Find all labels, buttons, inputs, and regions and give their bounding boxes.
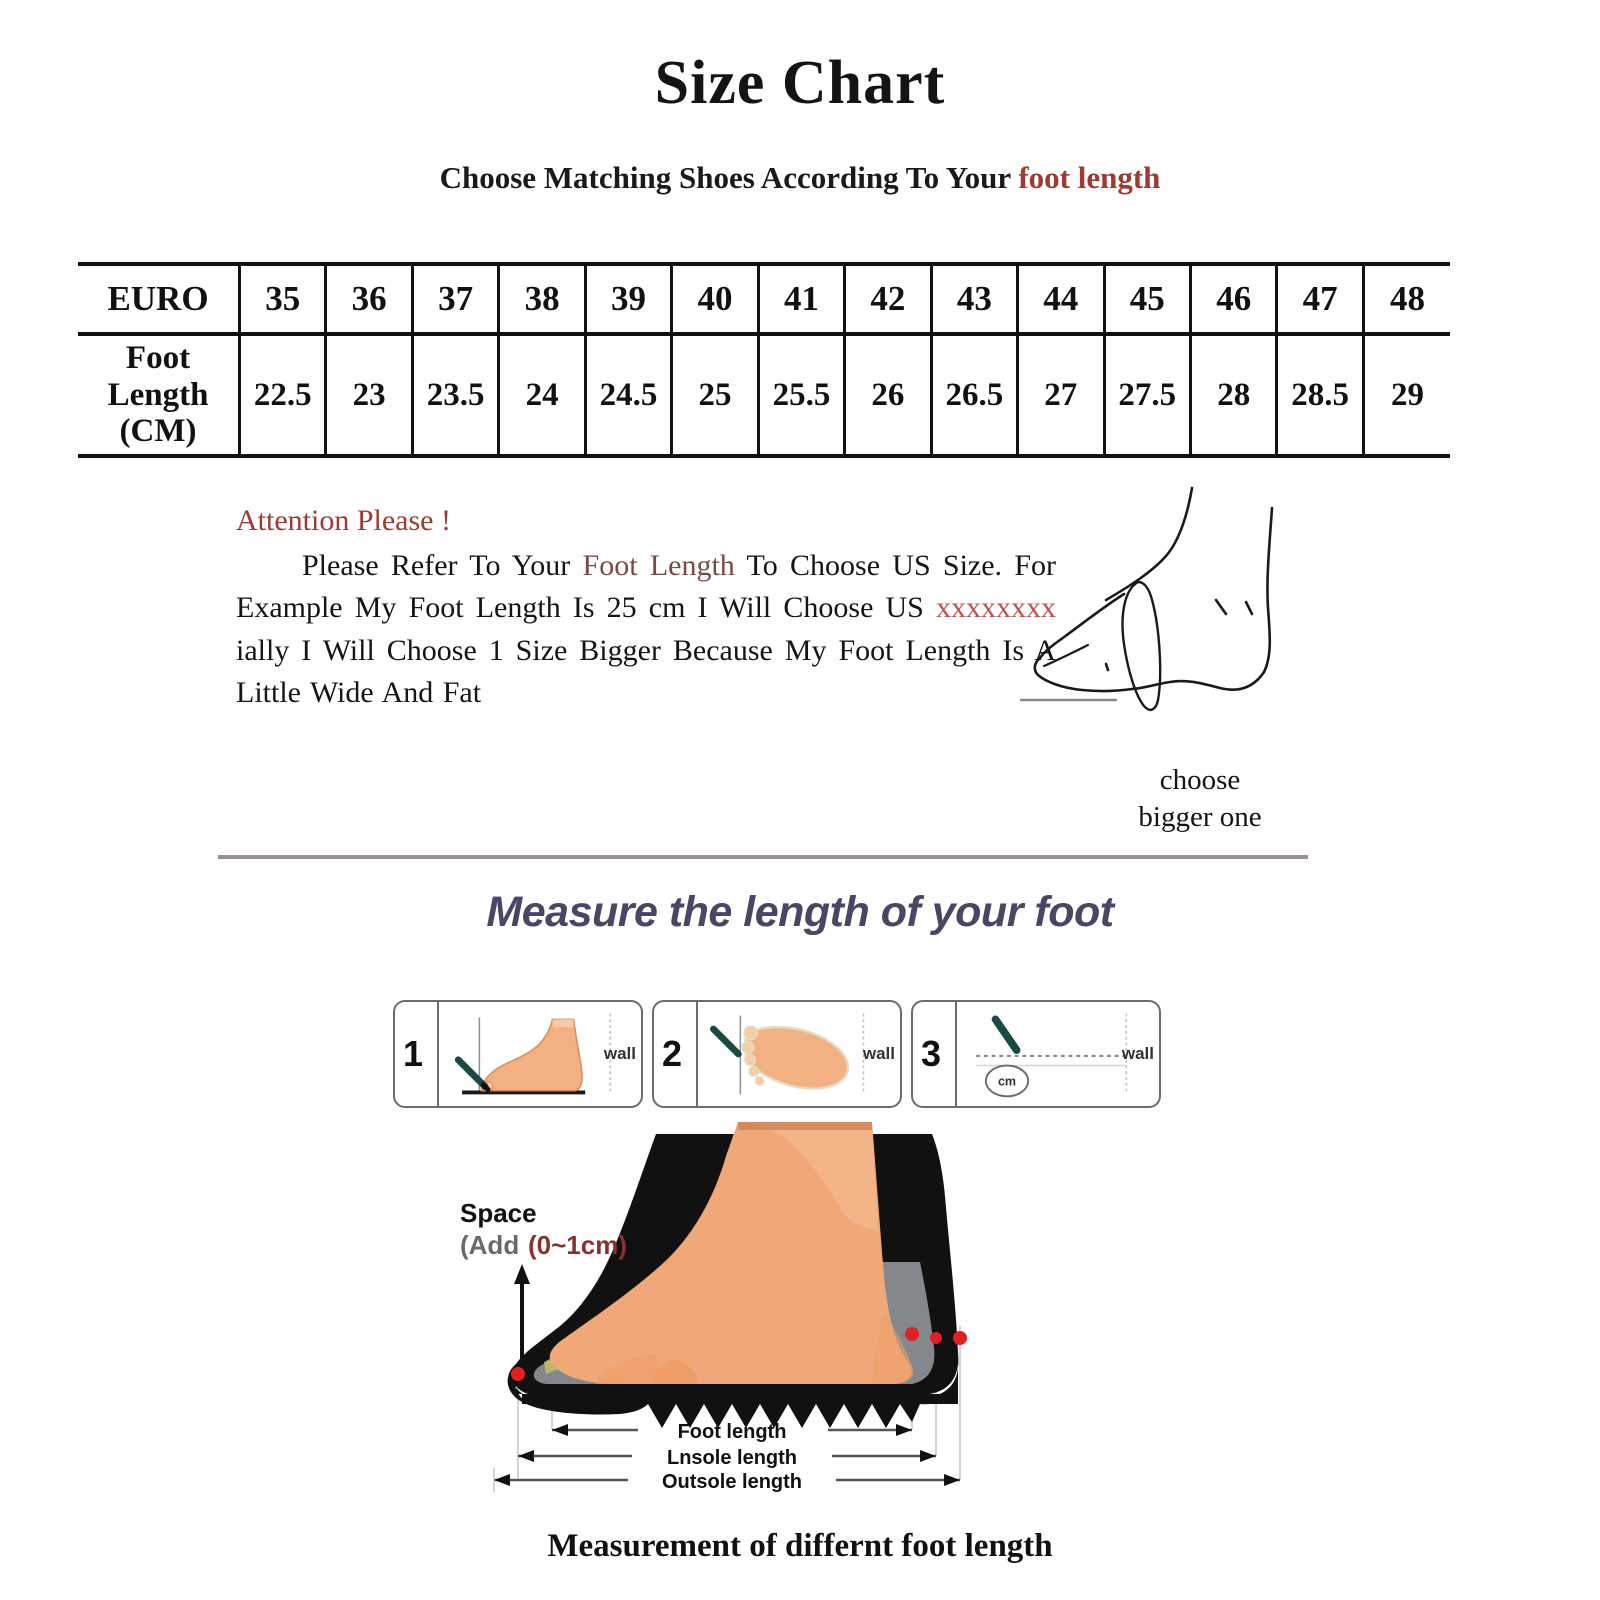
step-number-3: 3	[921, 1033, 942, 1074]
svg-text:Space: Space	[460, 1198, 537, 1228]
measure-step-3: 3 wall cm	[911, 1000, 1161, 1108]
step-3-illustration-icon: cm	[957, 1002, 1159, 1106]
cell-cm-5: 25	[670, 334, 759, 456]
cell-cm-7: 26	[843, 334, 932, 456]
subtitle-prefix: Choose Matching Shoes According To Your	[439, 160, 1019, 195]
cell-euro-4: 39	[583, 264, 672, 334]
cell-cm-13: 29	[1361, 334, 1450, 456]
attention-accent-foot-length: Foot Length	[582, 548, 735, 582]
svg-text:(Add: (Add	[460, 1230, 519, 1260]
cell-euro-1: 36	[324, 264, 413, 334]
attention-body: Please Refer To Your Foot Length To Choo…	[236, 545, 1056, 715]
wall-label-1: wall	[603, 1044, 636, 1063]
cell-cm-4: 24.5	[583, 334, 672, 456]
step-divider-3	[955, 1002, 957, 1106]
attention-line-3: ially I Will Choose 1 Size Bigger Becaus…	[236, 633, 1056, 710]
svg-text:(0~1cm): (0~1cm)	[528, 1230, 627, 1260]
step-1-illustration-icon	[439, 1002, 641, 1106]
cell-euro-2: 37	[410, 264, 499, 334]
cell-cm-2: 23.5	[410, 334, 499, 456]
cell-cm-3: 24	[497, 334, 586, 456]
page-subtitle: Choose Matching Shoes According To Your …	[0, 160, 1600, 196]
svg-text:Outsole length: Outsole length	[662, 1471, 802, 1493]
row-header-euro: EURO	[107, 279, 209, 319]
measure-step-1: 1 wall	[393, 1000, 643, 1108]
cell-euro-12: 47	[1275, 264, 1364, 334]
callout-line-2: bigger one	[1138, 801, 1262, 834]
cell-euro-5: 40	[670, 264, 759, 334]
subtitle-accent: foot length	[1018, 160, 1161, 195]
cell-euro-7: 42	[843, 264, 932, 334]
cell-cm-1: 23	[324, 334, 413, 456]
foot-label-line3: (CM)	[119, 413, 197, 450]
cell-cm-12: 28.5	[1275, 334, 1364, 456]
cell-cm-9: 27	[1016, 334, 1105, 456]
foot-in-shoe-diagram: Space (Add (0~1cm) Foot length Lnsole le…	[460, 1112, 1120, 1527]
measure-heading: Measure the length of your foot	[486, 888, 1114, 936]
cell-euro-6: 41	[756, 264, 845, 334]
cell-cm-0: 22.5	[237, 334, 326, 456]
step-number-2: 2	[662, 1033, 683, 1074]
foot-label-line1: Foot	[125, 339, 191, 376]
measure-steps-row: 1 wall 2	[393, 1000, 1161, 1108]
cell-euro-9: 44	[1016, 264, 1105, 334]
svg-text:Lnsole length: Lnsole length	[667, 1447, 797, 1469]
step-2-illustration-icon	[698, 1002, 900, 1106]
attention-line-1: Please Refer To Your	[302, 548, 583, 582]
cell-euro-0: 35	[237, 264, 326, 334]
svg-text:cm: cm	[998, 1075, 1016, 1089]
attention-line-2: To Choose US Size. For Example My Foot L…	[236, 548, 1056, 625]
attention-block: Attention Please ! Please Refer To Your …	[236, 500, 1056, 715]
svg-text:Foot length: Foot length	[678, 1421, 787, 1443]
wall-label-3: wall	[1121, 1044, 1154, 1063]
attention-heading: Attention Please !	[236, 504, 451, 537]
foot-label-line2: Length	[107, 376, 209, 413]
cell-euro-3: 38	[497, 264, 586, 334]
cell-cm-8: 26.5	[929, 334, 1018, 456]
foot-profile-sketch-icon	[1018, 482, 1330, 722]
diagram-caption: Measurement of differnt foot length	[547, 1528, 1053, 1564]
size-chart-table: EURO 35 36 37 38 39 40 41 42 43 44 45 46…	[78, 262, 1450, 458]
callout-line-1: choose	[1159, 764, 1241, 796]
table-row-foot-length: Foot Length (CM) 22.5 23 23.5 24 24.5 25…	[78, 334, 1450, 456]
cell-euro-8: 43	[929, 264, 1018, 334]
row-header-foot-length: Foot Length (CM)	[78, 334, 240, 456]
cell-euro-11: 46	[1188, 264, 1277, 334]
cell-cm-10: 27.5	[1102, 334, 1191, 456]
step-number-1: 1	[403, 1033, 424, 1074]
wall-label-2: wall	[862, 1044, 895, 1063]
cell-cm-6: 25.5	[756, 334, 845, 456]
step-divider-2	[696, 1002, 698, 1106]
size-table-container: EURO 35 36 37 38 39 40 41 42 43 44 45 46…	[78, 262, 1450, 458]
section-divider	[218, 855, 1308, 859]
cell-euro-13: 48	[1361, 264, 1450, 334]
choose-bigger-callout: choose bigger one	[1080, 762, 1320, 836]
cell-cm-11: 28	[1188, 334, 1277, 456]
table-row-euro: EURO 35 36 37 38 39 40 41 42 43 44 45 46…	[78, 264, 1450, 334]
page-title: Size Chart	[654, 49, 946, 117]
cell-euro-10: 45	[1102, 264, 1191, 334]
measure-step-2: 2 wall	[652, 1000, 902, 1108]
attention-masked-size: xxxxxxxx	[936, 591, 1056, 625]
step-divider-1	[437, 1002, 439, 1106]
